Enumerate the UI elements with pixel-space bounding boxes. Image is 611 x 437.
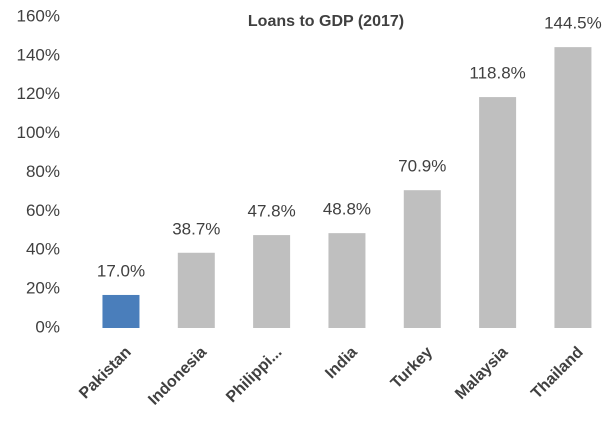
bar xyxy=(479,97,517,329)
x-tick-label: Indonesia xyxy=(145,344,210,409)
bar xyxy=(177,252,215,328)
y-tick-label: 80% xyxy=(26,162,60,181)
x-tick-label: Pakistan xyxy=(76,344,135,403)
x-tick-label: India xyxy=(322,344,361,383)
y-tick-label: 100% xyxy=(17,123,60,142)
value-label: 38.7% xyxy=(172,219,220,238)
value-label: 144.5% xyxy=(544,14,602,33)
y-tick-label: 60% xyxy=(26,201,60,220)
x-tick-label: Malaysia xyxy=(452,344,511,403)
y-tick-label: 140% xyxy=(17,45,60,64)
value-label: 17.0% xyxy=(97,261,145,280)
value-label: 118.8% xyxy=(469,64,525,83)
x-tick-label: Thailand xyxy=(528,344,587,403)
x-tick-label: Philippi... xyxy=(223,344,285,406)
bar xyxy=(403,190,441,328)
y-tick-label: 0% xyxy=(35,317,60,336)
bar xyxy=(253,235,291,328)
x-tick-label: Turkey xyxy=(388,344,436,392)
y-tick-label: 20% xyxy=(26,279,60,298)
y-tick-label: 120% xyxy=(17,84,60,103)
chart-title: Loans to GDP (2017) xyxy=(248,13,404,30)
y-tick-label: 40% xyxy=(26,240,60,259)
y-tick-label: 160% xyxy=(17,6,60,25)
value-label: 48.8% xyxy=(323,200,371,219)
bar xyxy=(102,294,140,328)
value-label: 47.8% xyxy=(248,202,296,221)
value-label: 70.9% xyxy=(398,157,446,176)
bar xyxy=(328,233,366,328)
bar xyxy=(554,47,592,329)
